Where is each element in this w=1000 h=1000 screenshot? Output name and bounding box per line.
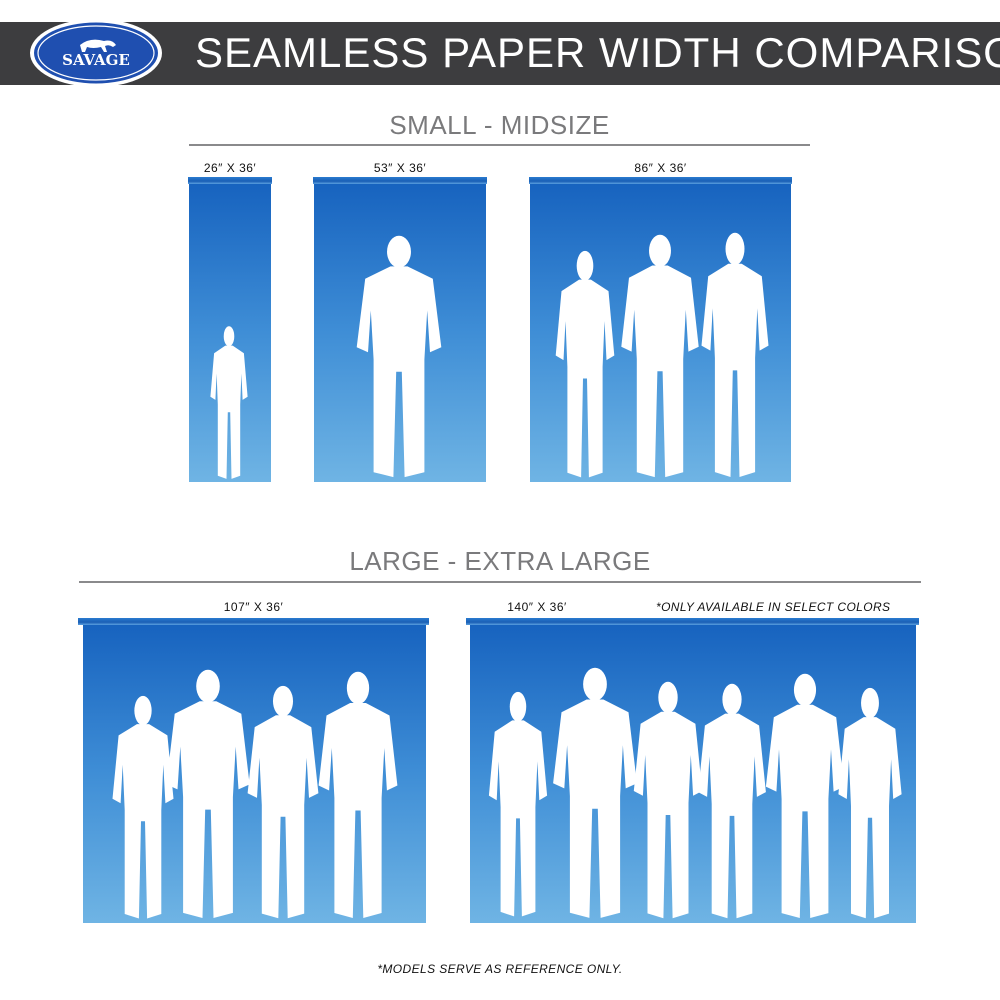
person-silhouette (210, 326, 248, 479)
svg-text:SAVAGE: SAVAGE (62, 51, 130, 69)
silhouettes (356, 235, 442, 478)
panel-label-86: 86″ X 36′ (634, 161, 687, 175)
person-silhouette (318, 671, 398, 918)
paper-panel-53 (314, 184, 486, 482)
person-silhouette (555, 250, 615, 478)
section-title-small-midsize: SMALL - MIDSIZE (389, 110, 610, 140)
person-silhouette (838, 687, 902, 919)
header-bar (0, 22, 1000, 85)
person-silhouette (112, 695, 174, 919)
footer-note: *MODELS SERVE AS REFERENCE ONLY. (377, 962, 623, 976)
person-silhouette (698, 683, 766, 919)
person-silhouette (701, 232, 769, 477)
paper-roll-26 (188, 177, 272, 184)
person-silhouette (166, 669, 250, 918)
silhouettes (112, 669, 398, 919)
panel-label-140: 140″ X 36′ (507, 600, 567, 614)
paper-roll-140 (466, 618, 919, 625)
paper-roll-107 (78, 618, 429, 625)
person-silhouette (633, 681, 703, 919)
section-divider (79, 581, 921, 583)
person-silhouette (356, 235, 442, 478)
page-title: SEAMLESS PAPER WIDTH COMPARISON (195, 29, 1000, 76)
panel-label-26: 26″ X 36′ (203, 161, 257, 175)
section-title-large-extra-large: LARGE - EXTRA LARGE (349, 546, 651, 576)
paper-roll-86 (529, 177, 792, 184)
paper-panel-26 (189, 184, 271, 482)
panel-label-107: 107″ X 36′ (223, 600, 284, 614)
paper-panel-107 (83, 625, 426, 923)
paper-panel-140 (470, 625, 916, 923)
paper-roll-53 (313, 177, 487, 184)
section-divider (189, 144, 810, 146)
panel-label-53: 53″ X 36′ (373, 161, 427, 175)
person-silhouette (765, 673, 845, 918)
person-silhouette (488, 691, 548, 917)
silhouettes (488, 667, 902, 919)
person-silhouette (621, 234, 699, 478)
silhouettes (555, 232, 769, 478)
person-silhouette (553, 667, 637, 918)
paper-panel-86 (530, 184, 791, 482)
availability-note: *ONLY AVAILABLE IN SELECT COLORS (656, 600, 891, 614)
savage-logo: SAVAGE (30, 19, 162, 87)
person-silhouette (247, 685, 319, 919)
silhouettes (210, 326, 248, 479)
